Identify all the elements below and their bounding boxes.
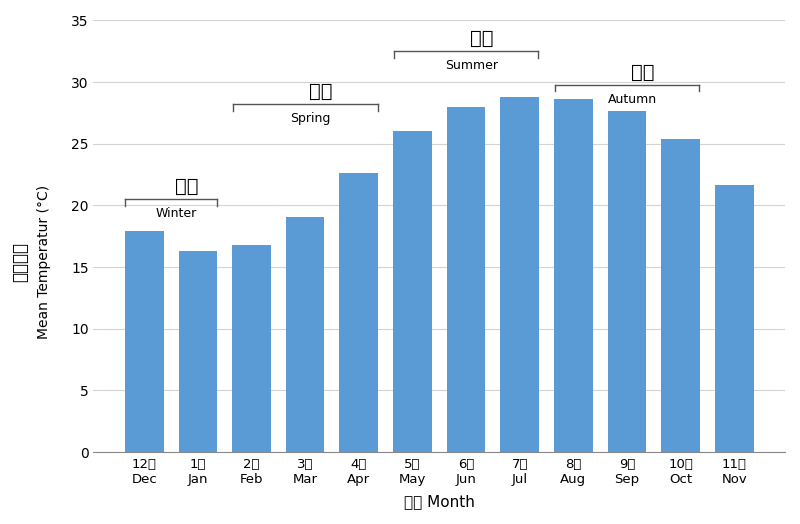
Text: Mean Temperatur (°C): Mean Temperatur (°C)	[37, 185, 51, 339]
Text: 秋季: 秋季	[631, 62, 655, 82]
Bar	[125, 232, 163, 452]
Bar	[554, 100, 593, 452]
Bar	[446, 107, 486, 452]
Bar	[178, 251, 217, 452]
Text: Summer: Summer	[445, 59, 498, 72]
Text: Autumn: Autumn	[608, 93, 657, 106]
Bar	[393, 132, 432, 452]
Text: Spring: Spring	[290, 112, 330, 125]
Bar	[500, 97, 539, 452]
Text: 平均氣溫: 平均氣溫	[11, 242, 29, 282]
Bar	[232, 245, 271, 452]
Text: 春季: 春季	[310, 82, 333, 101]
Bar	[608, 111, 646, 452]
Text: 夏季: 夏季	[470, 29, 494, 48]
Text: 冬季: 冬季	[175, 177, 199, 196]
Bar	[715, 184, 754, 452]
X-axis label: 月份 Month: 月份 Month	[404, 494, 474, 509]
Bar	[339, 173, 378, 452]
Bar	[286, 216, 325, 452]
Text: Winter: Winter	[156, 208, 197, 220]
Bar	[662, 139, 700, 452]
